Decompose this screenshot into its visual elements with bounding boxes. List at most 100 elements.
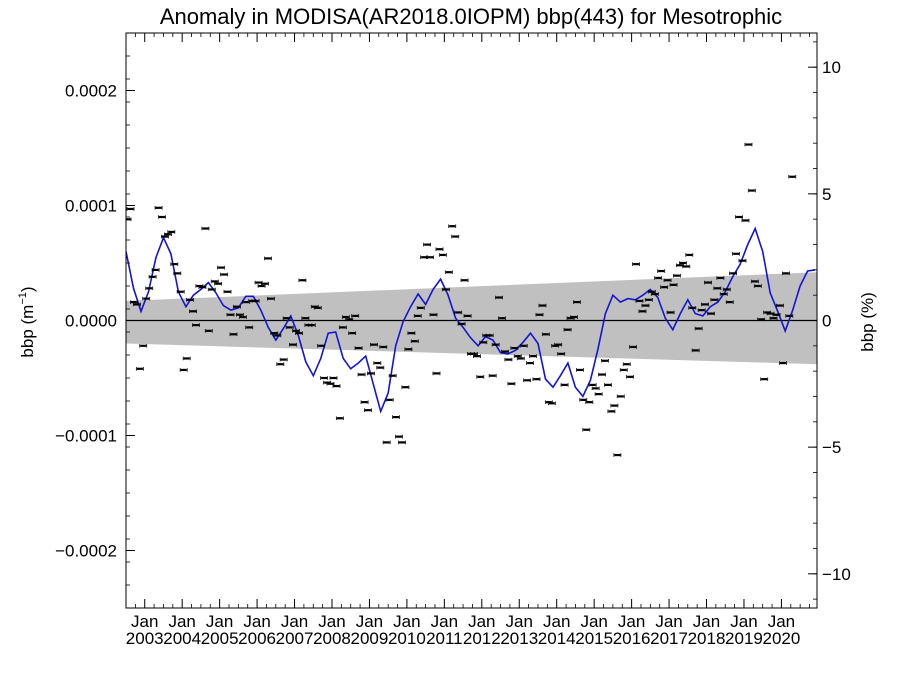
- monthly-anomaly-point: [776, 303, 784, 308]
- monthly-anomaly-point: [338, 325, 347, 330]
- plot-content: [126, 142, 817, 457]
- y-tick-label-right: −5: [822, 438, 841, 457]
- monthly-anomaly-point: [669, 283, 678, 287]
- monthly-anomaly-point: [757, 317, 766, 322]
- monthly-anomaly-point: [379, 345, 388, 349]
- monthly-anomaly-point: [164, 232, 172, 237]
- monthly-anomaly-point: [725, 300, 734, 304]
- monthly-anomaly-point: [204, 329, 213, 333]
- monthly-anomaly-point: [663, 278, 672, 283]
- monthly-anomaly-point: [660, 285, 669, 289]
- monthly-anomaly-point: [370, 342, 378, 347]
- monthly-anomaly-point: [432, 371, 441, 376]
- y-axis-left-label-close: ): [18, 286, 37, 292]
- x-tick-label-year: 2009: [351, 629, 389, 648]
- monthly-anomaly-point: [348, 331, 357, 335]
- monthly-anomaly-point: [457, 322, 466, 326]
- monthly-anomaly-point: [541, 332, 550, 337]
- monthly-anomaly-point: [158, 215, 166, 219]
- monthly-anomaly-point: [139, 344, 148, 348]
- monthly-anomaly-point: [276, 362, 285, 366]
- monthly-anomaly-point: [510, 346, 519, 350]
- monthly-anomaly-point: [232, 304, 241, 309]
- monthly-anomaly-point: [582, 427, 591, 432]
- monthly-anomaly-point: [192, 323, 200, 327]
- monthly-anomaly-point: [782, 271, 790, 276]
- monthly-anomaly-point: [451, 234, 460, 239]
- uncertainty-band: [126, 272, 817, 365]
- smoothed-anomaly-line: [126, 226, 816, 414]
- monthly-anomaly-point: [535, 312, 544, 317]
- monthly-anomaly-point: [476, 375, 485, 379]
- x-tick-label-month: Jan: [356, 612, 383, 631]
- monthly-anomaly-point: [485, 333, 494, 338]
- monthly-anomaly-point: [438, 253, 447, 257]
- y-tick-label-left: 0.0001: [65, 197, 117, 216]
- monthly-anomaly-point: [335, 416, 344, 421]
- monthly-anomaly-point: [635, 299, 644, 303]
- axes: 0.0002 0.0001 0.0000 −0.0001 −0.0002 10 5 0 −5 −1…: [55, 32, 851, 648]
- monthly-anomaly-point: [454, 310, 463, 315]
- monthly-anomaly-point: [148, 275, 157, 279]
- monthly-anomaly-point: [563, 327, 572, 332]
- monthly-anomaly-point: [173, 271, 182, 276]
- monthly-anomaly-point: [619, 368, 628, 372]
- monthly-anomaly-point: [392, 415, 400, 419]
- monthly-anomaly-point: [657, 269, 666, 273]
- monthly-anomaly-point: [498, 316, 506, 320]
- monthly-anomaly-point: [779, 361, 787, 365]
- monthly-anomaly-point: [570, 315, 578, 319]
- monthly-anomaly-point: [673, 273, 681, 278]
- monthly-anomaly-point: [750, 279, 759, 284]
- monthly-anomaly-point: [710, 298, 719, 302]
- monthly-anomaly-point: [607, 409, 616, 414]
- monthly-anomaly-point: [488, 373, 497, 378]
- monthly-anomaly-point: [295, 331, 303, 335]
- monthly-anomaly-point: [313, 306, 322, 310]
- monthly-anomaly-point: [423, 242, 432, 247]
- monthly-anomaly-point: [713, 286, 722, 291]
- x-tick-label-year: 2020: [763, 629, 801, 648]
- monthly-anomaly-point: [282, 316, 291, 320]
- y-tick-label-left: −0.0001: [55, 427, 117, 446]
- monthly-anomaly-point: [317, 344, 326, 348]
- monthly-anomaly-point: [729, 271, 738, 276]
- x-tick-label-month: Jan: [206, 612, 233, 631]
- monthly-anomaly-point: [264, 256, 272, 261]
- monthly-anomaly-point: [407, 331, 416, 335]
- monthly-anomaly-point: [154, 206, 163, 210]
- monthly-anomaly-point: [332, 384, 341, 388]
- monthly-anomaly-point: [217, 265, 226, 270]
- monthly-anomaly-point: [301, 316, 310, 320]
- monthly-anomaly-point: [426, 255, 435, 260]
- monthly-anomaly-point: [741, 218, 750, 223]
- monthly-anomaly-point: [744, 142, 753, 147]
- monthly-anomaly-point: [223, 289, 232, 294]
- monthly-anomaly-point: [298, 278, 307, 283]
- monthly-anomaly-point: [591, 386, 600, 391]
- monthly-anomaly-point: [641, 303, 650, 308]
- monthly-anomaly-point: [644, 298, 653, 302]
- monthly-anomaly-point: [538, 303, 547, 308]
- monthly-anomaly-point: [529, 354, 538, 358]
- monthly-anomaly-point: [632, 262, 641, 266]
- x-tick-label-year: 2010: [388, 629, 426, 648]
- monthly-anomaly-point: [186, 298, 194, 302]
- monthly-anomaly-point: [688, 306, 697, 310]
- monthly-anomaly-point: [622, 362, 631, 366]
- monthly-anomaly-point: [198, 285, 207, 289]
- monthly-anomaly-point: [395, 434, 403, 439]
- monthly-anomaly-point: [526, 361, 535, 365]
- y-tick-label-left: 0.0000: [65, 312, 117, 331]
- x-tick-label-month: Jan: [243, 612, 270, 631]
- monthly-anomaly-point: [560, 383, 569, 387]
- monthly-anomaly-point: [719, 292, 728, 296]
- x-tick-label-year: 2007: [276, 629, 314, 648]
- monthly-anomaly-point: [307, 323, 316, 327]
- monthly-anomaly-point: [182, 356, 191, 361]
- x-tick-label-year: 2018: [688, 629, 726, 648]
- monthly-anomaly-point: [616, 394, 625, 399]
- y-axis-left-label-main: bbp (m: [18, 305, 37, 358]
- monthly-anomaly-point: [735, 215, 743, 219]
